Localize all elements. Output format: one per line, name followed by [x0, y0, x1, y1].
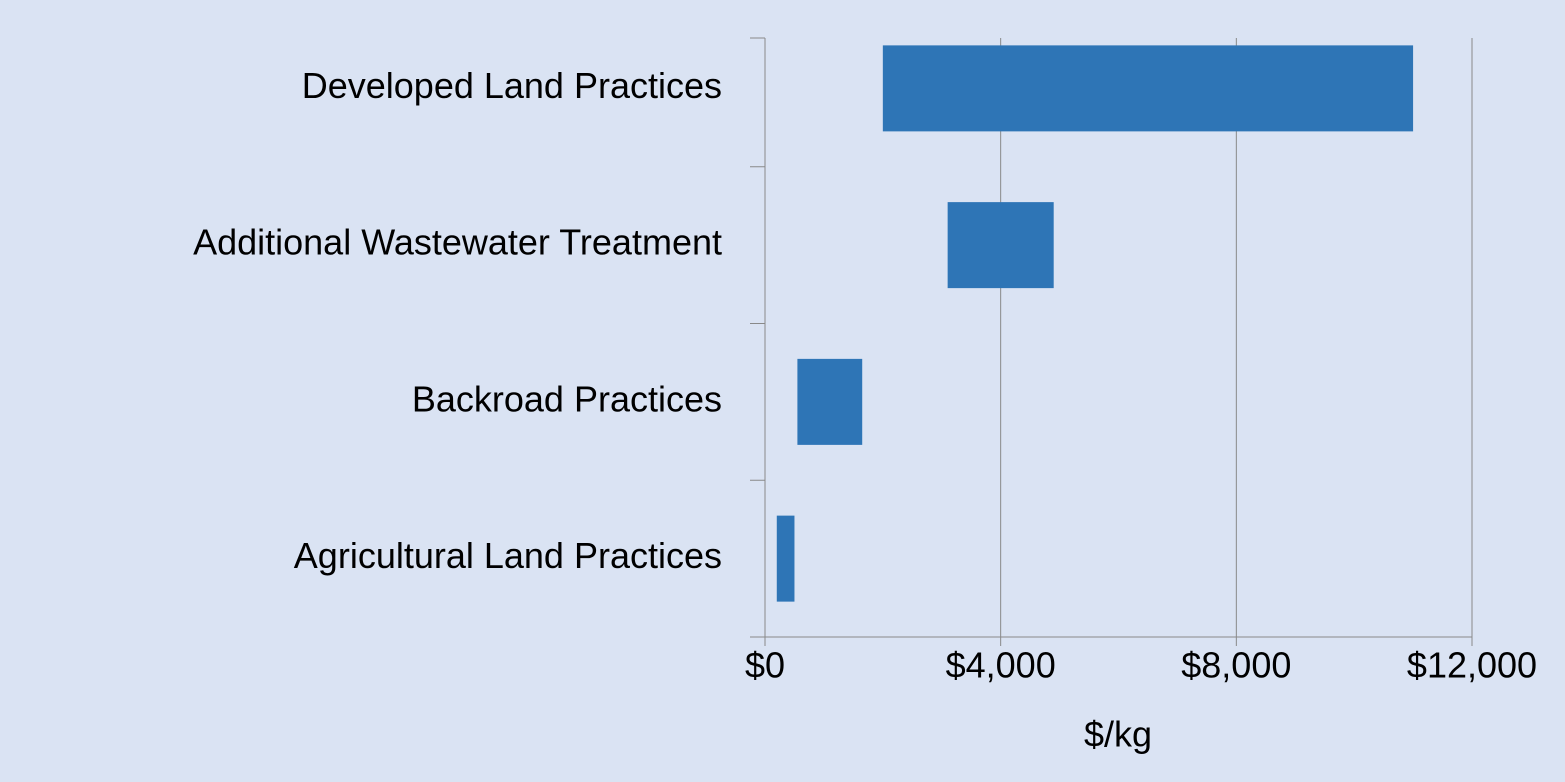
bar — [947, 202, 1054, 289]
bar — [797, 358, 863, 445]
y-tick-label: Backroad Practices — [412, 378, 722, 419]
x-tick-label: $8,000 — [1181, 645, 1291, 686]
x-tick-label: $0 — [745, 645, 785, 686]
bar — [882, 45, 1414, 132]
y-tick-label: Agricultural Land Practices — [294, 535, 722, 576]
y-tick-label: Additional Wastewater Treatment — [193, 222, 722, 263]
x-tick-label: $12,000 — [1407, 645, 1537, 686]
x-axis-label: $/kg — [1084, 714, 1152, 755]
bar — [776, 515, 795, 602]
y-tick-label: Developed Land Practices — [302, 65, 722, 106]
x-tick-label: $4,000 — [946, 645, 1056, 686]
